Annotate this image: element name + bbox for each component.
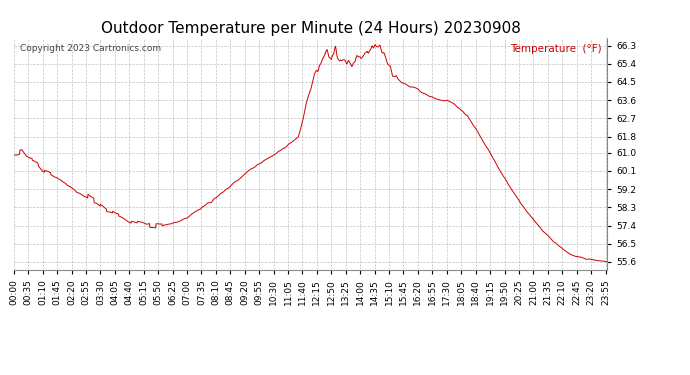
Text: Copyright 2023 Cartronics.com: Copyright 2023 Cartronics.com <box>20 45 161 54</box>
Text: Temperature  (°F): Temperature (°F) <box>510 45 601 54</box>
Title: Outdoor Temperature per Minute (24 Hours) 20230908: Outdoor Temperature per Minute (24 Hours… <box>101 21 520 36</box>
